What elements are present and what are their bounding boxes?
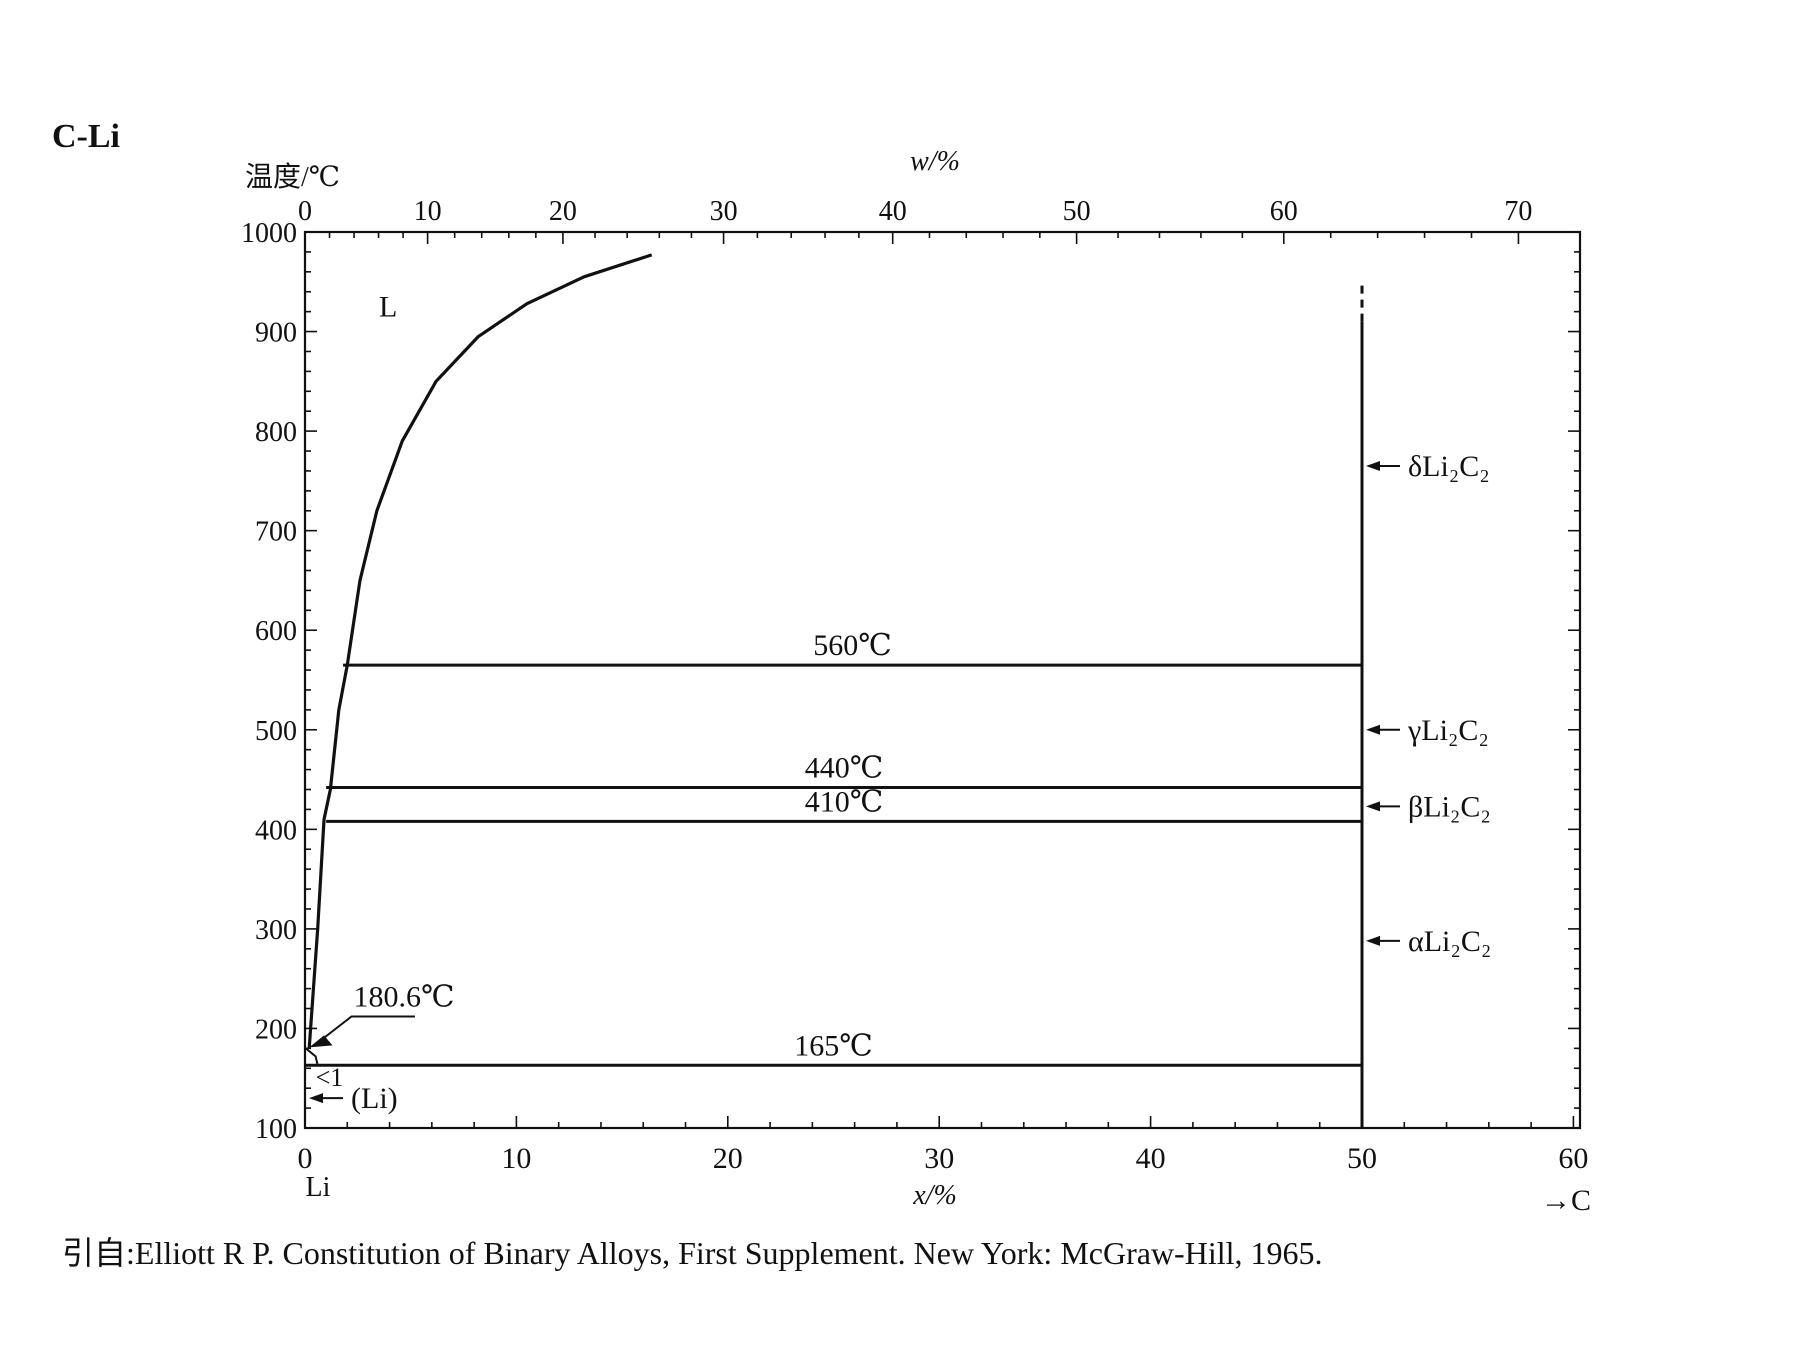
- w-tick-label: 30: [710, 196, 738, 227]
- element-right-label: →C: [1541, 1184, 1591, 1217]
- w-tick-label: 0: [298, 196, 312, 227]
- y-tick-label: 300: [255, 915, 297, 946]
- liquidus-line: [307, 253, 653, 1048]
- y-tick-label: 200: [255, 1014, 297, 1045]
- isotherm-label: 440℃: [805, 752, 884, 785]
- y-tick-label: 400: [255, 815, 297, 846]
- citation: 引自:Elliott R P. Constitution of Binary A…: [62, 1235, 1323, 1271]
- phase-arrow-head: [1366, 724, 1380, 735]
- diagram-title: C-Li: [52, 118, 120, 155]
- y-tick-label: 600: [255, 616, 297, 647]
- solvus-line: [304, 1046, 319, 1066]
- x-tick-label: 50: [1347, 1142, 1377, 1175]
- y-tick-label: 100: [255, 1114, 297, 1145]
- x-tick-label: 0: [298, 1142, 313, 1175]
- y-axis-label: 温度/℃: [245, 161, 340, 193]
- phase-arrow-head: [1366, 460, 1380, 471]
- x-tick-label: 20: [713, 1142, 743, 1175]
- y-tick-label: 800: [255, 417, 297, 448]
- x-tick-label: 40: [1136, 1142, 1166, 1175]
- isotherm-label: 560℃: [813, 629, 892, 662]
- element-left-label: Li: [306, 1172, 331, 1203]
- isotherm-label: 410℃: [805, 785, 884, 818]
- x-tick-label: 60: [1558, 1142, 1588, 1175]
- top-axis-label: w/%: [910, 146, 960, 177]
- w-tick-label: 10: [414, 196, 442, 227]
- phase-arrow-head: [1366, 801, 1380, 812]
- phase-label: βLi₂C₂: [1408, 790, 1491, 823]
- phase-arrow-head: [309, 1093, 323, 1104]
- isotherm-label: 165℃: [794, 1029, 873, 1062]
- w-tick-label: 70: [1504, 196, 1532, 227]
- annotation-arrowhead: [309, 1035, 333, 1048]
- w-tick-label: 40: [879, 196, 907, 227]
- annotation-leader: [314, 1015, 415, 1046]
- plot-frame: [303, 230, 1582, 1130]
- x-axis-label: x/%: [912, 1180, 957, 1211]
- phase-arrow-head: [1366, 935, 1380, 946]
- y-tick-label: 900: [255, 318, 297, 349]
- annotation-label: <1: [316, 1063, 344, 1092]
- w-tick-label: 50: [1063, 196, 1091, 227]
- x-tick-label: 30: [924, 1142, 954, 1175]
- annotation-label: 180.6℃: [354, 980, 455, 1013]
- phase-label: δLi₂C₂: [1408, 450, 1490, 483]
- w-tick-label: 60: [1270, 196, 1298, 227]
- w-tick-label: 20: [549, 196, 577, 227]
- phase-label: (Li): [351, 1082, 398, 1115]
- phase-label: L: [379, 291, 397, 324]
- y-tick-label: 1000: [241, 218, 297, 249]
- x-tick-label: 10: [501, 1142, 531, 1175]
- phase-label: αLi₂C₂: [1408, 925, 1491, 958]
- y-tick-label: 700: [255, 517, 297, 548]
- y-tick-label: 500: [255, 716, 297, 747]
- phase-label: γLi₂C₂: [1407, 714, 1489, 747]
